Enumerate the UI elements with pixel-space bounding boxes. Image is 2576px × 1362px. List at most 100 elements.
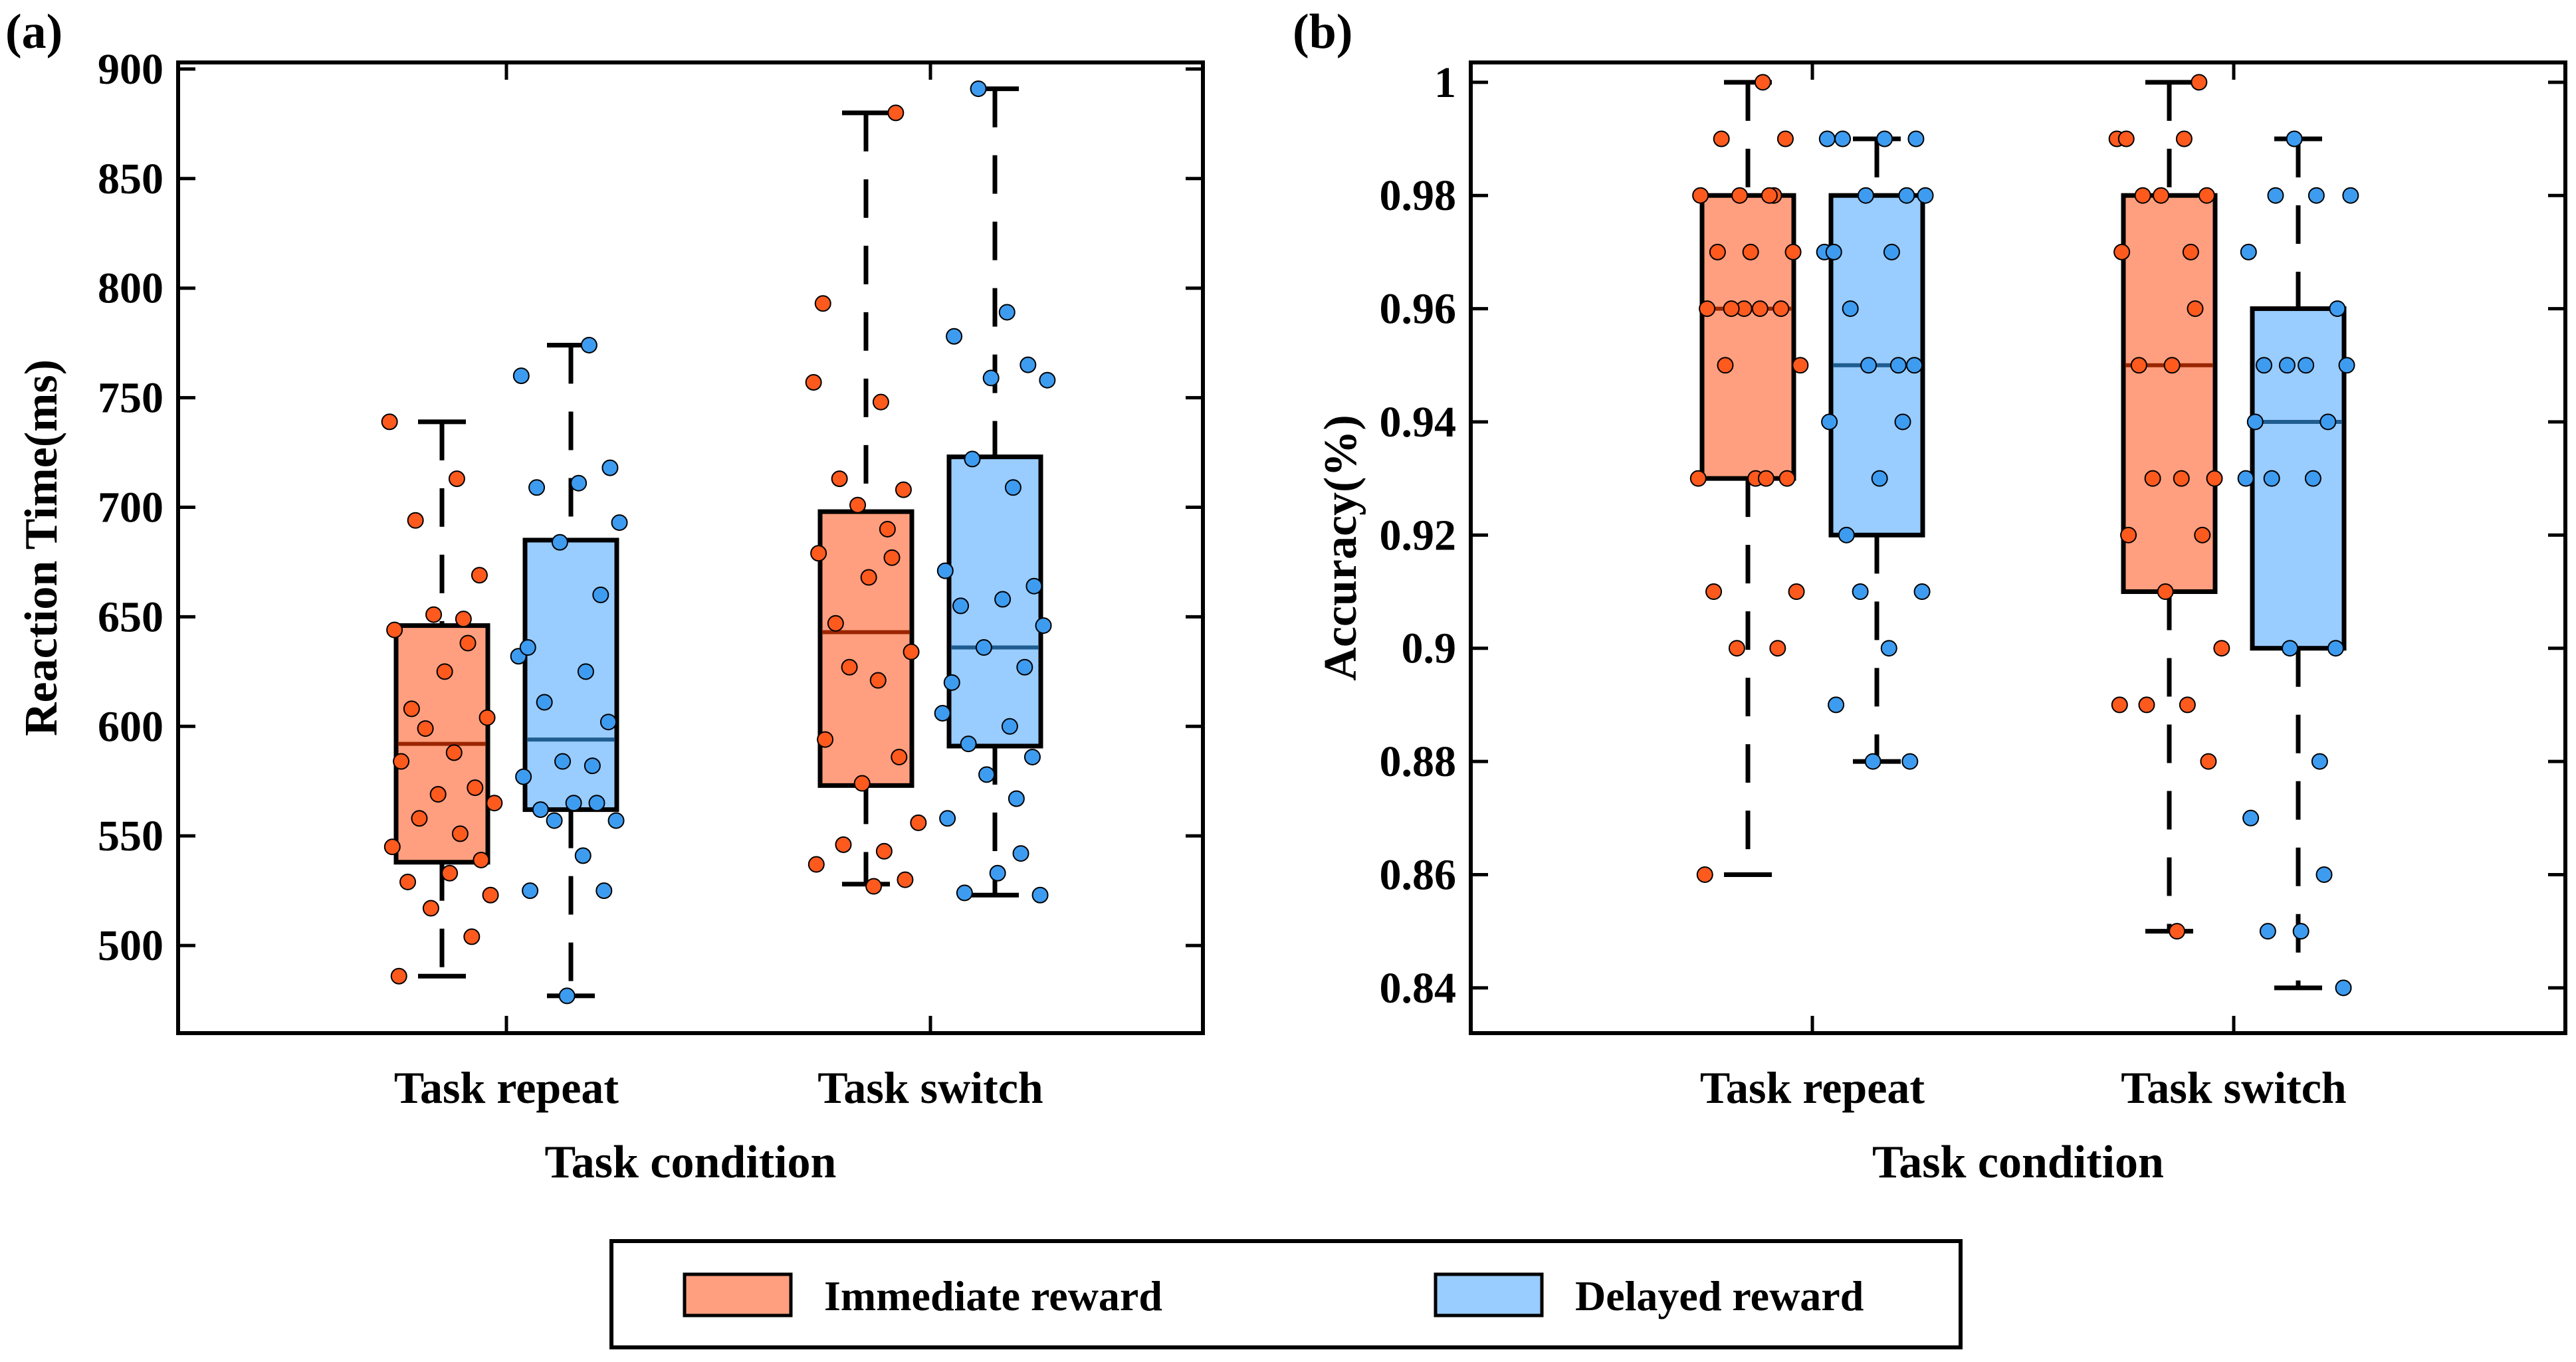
data-point xyxy=(570,474,588,492)
data-point xyxy=(2157,583,2174,601)
data-point xyxy=(1728,640,1745,657)
data-point xyxy=(422,900,439,917)
data-point xyxy=(411,810,428,827)
data-point xyxy=(386,621,403,638)
data-point xyxy=(895,481,912,498)
data-point xyxy=(512,367,530,385)
data-point xyxy=(1757,470,1774,487)
data-point xyxy=(1894,413,1911,431)
data-point xyxy=(1889,357,1907,374)
y-axis-title: Reaction Time(ms) xyxy=(16,359,67,736)
data-point xyxy=(1784,243,1802,260)
data-point xyxy=(2198,187,2215,204)
data-point xyxy=(2130,357,2147,374)
data-point xyxy=(1031,886,1049,904)
data-point xyxy=(445,744,463,761)
data-point xyxy=(2311,753,2328,770)
x-category-label: Task repeat xyxy=(394,1062,619,1113)
data-point xyxy=(998,304,1016,321)
data-point xyxy=(946,328,963,345)
data-point xyxy=(1023,748,1041,765)
data-point xyxy=(486,795,503,812)
data-point xyxy=(2292,923,2309,940)
data-point xyxy=(883,549,901,566)
data-point xyxy=(459,634,477,652)
data-point xyxy=(519,639,536,656)
data-point xyxy=(448,470,465,488)
data-point xyxy=(2138,696,2155,714)
data-point xyxy=(1705,583,1723,601)
data-point xyxy=(611,514,628,532)
legend-swatch-delayed xyxy=(1434,1272,1544,1317)
legend-label-delayed: Delayed reward xyxy=(1575,1272,1864,1319)
data-point xyxy=(565,795,582,812)
data-point xyxy=(467,779,484,797)
data-point xyxy=(853,775,871,792)
data-point xyxy=(1825,243,1842,260)
data-point xyxy=(1039,371,1056,389)
data-point xyxy=(2111,696,2128,714)
data-point xyxy=(960,735,977,753)
data-point xyxy=(887,104,905,122)
data-point xyxy=(1905,357,1923,374)
panels: (a) 500 550 600 650 700 750 800 850 900 Task repea… xyxy=(5,5,2567,1188)
data-point xyxy=(2263,470,2280,487)
data-point xyxy=(831,470,848,488)
y-tick-label: 850 xyxy=(98,155,163,203)
x-category-label: Task repeat xyxy=(1700,1062,1925,1113)
data-point xyxy=(463,928,481,945)
data-point xyxy=(934,704,951,722)
data-point xyxy=(879,520,896,537)
data-point xyxy=(939,810,956,827)
data-point xyxy=(875,842,893,860)
data-point xyxy=(817,731,834,748)
data-point xyxy=(952,597,970,615)
x-category-label: Task switch xyxy=(2121,1062,2347,1113)
data-point xyxy=(479,709,496,726)
data-point xyxy=(910,814,927,831)
data-point xyxy=(865,878,883,895)
data-point xyxy=(1842,300,1859,318)
data-point xyxy=(1818,130,1836,147)
data-point xyxy=(441,864,459,882)
data-point xyxy=(1792,357,1809,374)
y-tick-label: 600 xyxy=(98,702,163,751)
data-point xyxy=(1778,470,1796,487)
data-point xyxy=(1016,658,1033,676)
data-point xyxy=(1864,753,1881,770)
y-tick-label: 550 xyxy=(98,812,163,860)
data-point xyxy=(2342,187,2359,204)
data-point xyxy=(2242,809,2260,827)
y-tick-label: 0.98 xyxy=(1380,171,1457,220)
data-point xyxy=(595,882,613,900)
data-point xyxy=(2117,130,2135,147)
data-point xyxy=(2113,243,2131,260)
data-point xyxy=(1883,243,1900,260)
data-point xyxy=(584,757,601,775)
data-point xyxy=(1852,583,1869,601)
data-point xyxy=(429,786,447,803)
data-point xyxy=(1834,130,1852,147)
data-point xyxy=(2175,130,2193,147)
data-point xyxy=(964,450,981,468)
data-point xyxy=(588,795,605,812)
iqr-box xyxy=(1699,193,1796,481)
data-point xyxy=(936,562,954,579)
data-point xyxy=(1025,577,1043,595)
data-point xyxy=(482,886,499,904)
data-point xyxy=(1901,753,1919,770)
y-tick-label: 900 xyxy=(98,45,163,94)
data-point xyxy=(1907,130,1925,147)
y-tick-label: 0.86 xyxy=(1380,850,1457,899)
data-point xyxy=(1696,866,1713,883)
data-point xyxy=(1713,130,1730,147)
data-point xyxy=(1898,187,1915,204)
data-point xyxy=(956,884,973,902)
data-point xyxy=(403,700,420,718)
box-delayed-switch xyxy=(934,80,1056,904)
data-point xyxy=(849,496,867,514)
data-point xyxy=(577,663,594,680)
data-point xyxy=(1821,413,1838,431)
y-tick-label: 700 xyxy=(98,483,163,532)
data-point xyxy=(2169,923,2186,940)
